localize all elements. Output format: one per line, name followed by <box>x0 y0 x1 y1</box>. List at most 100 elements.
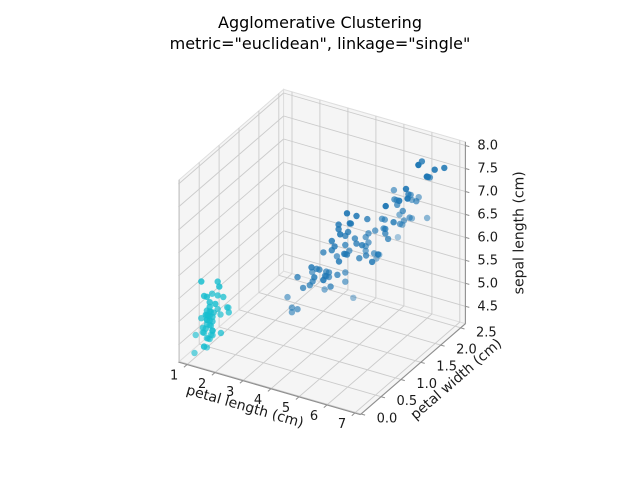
grid-line <box>178 230 284 323</box>
scatter-point <box>299 284 307 292</box>
grid-line <box>178 92 284 185</box>
grid-line <box>178 138 284 231</box>
scatter-point <box>335 226 342 233</box>
scatter-point <box>334 271 341 278</box>
scatter-point <box>320 249 327 256</box>
scatter-point <box>381 216 388 223</box>
z-axis-label: sepal length (cm) <box>511 171 527 294</box>
y-tick-label: 1.0 <box>416 377 437 392</box>
grid-line <box>258 292 441 346</box>
z-tick-label: 7.5 <box>477 162 498 177</box>
z-tick-label: 6.0 <box>477 230 498 245</box>
tick-mark <box>361 413 366 416</box>
grid-line <box>283 253 466 307</box>
y-tick-label: 0.0 <box>377 411 398 426</box>
x-tick-label: 2 <box>198 377 206 392</box>
grid-line <box>298 305 405 398</box>
chart-title: Agglomerative Clustering <box>218 13 422 32</box>
tick-mark <box>239 380 244 384</box>
scatter-point <box>198 278 205 285</box>
scatter-point <box>370 250 378 257</box>
grid-line <box>283 207 466 261</box>
y-tick-label: 1.5 <box>436 360 457 375</box>
scatter-point <box>327 283 334 290</box>
scatter-point <box>294 273 301 281</box>
scatter-point <box>321 272 329 279</box>
scatter-point <box>311 274 318 281</box>
scatter-point <box>365 239 372 246</box>
scatter-point <box>288 309 296 316</box>
x-tick-label: 5 <box>282 401 290 416</box>
grid-lines <box>178 91 466 415</box>
x-tick-label: 4 <box>254 393 262 408</box>
scatter-point <box>316 266 323 273</box>
tick-labels: 1 2 3 4 5 6 7 0.0 0.5 1.0 1.5 2.0 2.5 4.5 5.0 5.5 6.0 6.5… <box>170 139 498 433</box>
scatter-point <box>390 186 398 194</box>
scatter-point <box>333 253 341 260</box>
scatter-point <box>358 242 366 249</box>
z-tick-label: 5.5 <box>477 253 498 268</box>
x-tick-label: 6 <box>310 409 318 424</box>
tick-mark <box>465 191 470 194</box>
scatter-point <box>216 283 223 290</box>
scatter-point <box>382 202 389 210</box>
scatter-point <box>206 299 213 306</box>
scatter-point <box>191 349 198 357</box>
x-axis-line <box>178 361 361 416</box>
grid-line <box>179 361 362 415</box>
grid-line <box>283 115 466 169</box>
chart-subtitle: metric="euclidean", linkage="single" <box>169 34 471 53</box>
tick-mark <box>460 327 465 330</box>
grid-line <box>178 161 284 254</box>
y-tick-label: 2.5 <box>476 325 497 340</box>
scatter-point <box>198 315 205 322</box>
scatter-point <box>364 215 371 223</box>
scatter-point <box>224 304 231 311</box>
z-tick-label: 7.0 <box>477 185 498 200</box>
grid-line <box>283 161 466 215</box>
scatter-point <box>413 198 420 205</box>
tick-mark <box>465 259 470 262</box>
tick-mark <box>400 379 405 382</box>
scatter-point <box>209 313 216 320</box>
scatter-point <box>391 196 398 203</box>
scatter-point <box>342 241 349 249</box>
scatter-point <box>402 185 410 193</box>
scatter-point <box>335 258 343 265</box>
scatter-point <box>382 230 389 237</box>
scatter-point <box>284 293 291 301</box>
tick-mark <box>420 361 425 364</box>
scatter-point <box>217 311 224 318</box>
z-tick-label: 4.5 <box>477 299 498 314</box>
tick-mark <box>465 305 470 308</box>
scatter-point <box>288 304 296 311</box>
title-block: Agglomerative Clustering metric="euclide… <box>0 12 640 54</box>
scatter-point <box>362 252 370 259</box>
grid-line <box>178 115 284 208</box>
scatter-point <box>331 243 338 250</box>
z-tick-label: 5.0 <box>477 276 498 291</box>
scatter-point <box>396 220 404 228</box>
scatter-point <box>212 300 219 308</box>
scatter-point <box>328 237 335 245</box>
grid-line <box>178 184 284 277</box>
tick-mark <box>295 396 300 400</box>
x-tick-label: 7 <box>338 417 346 432</box>
scatter-point <box>353 212 360 220</box>
scatter-point <box>209 318 216 325</box>
scatter-point <box>406 214 413 221</box>
scatter-point <box>396 197 403 204</box>
scatter-point <box>342 269 349 276</box>
grid-line <box>199 343 382 398</box>
scatter-point <box>342 278 349 285</box>
scatter-point <box>203 293 211 300</box>
scatter-point <box>206 303 213 310</box>
scatter-point <box>214 292 221 299</box>
scatter-point <box>225 309 232 316</box>
tick-mark <box>465 282 470 285</box>
scatter-point <box>335 221 342 228</box>
tick-mark <box>440 344 445 347</box>
y-tick-label: 2.0 <box>456 343 477 358</box>
